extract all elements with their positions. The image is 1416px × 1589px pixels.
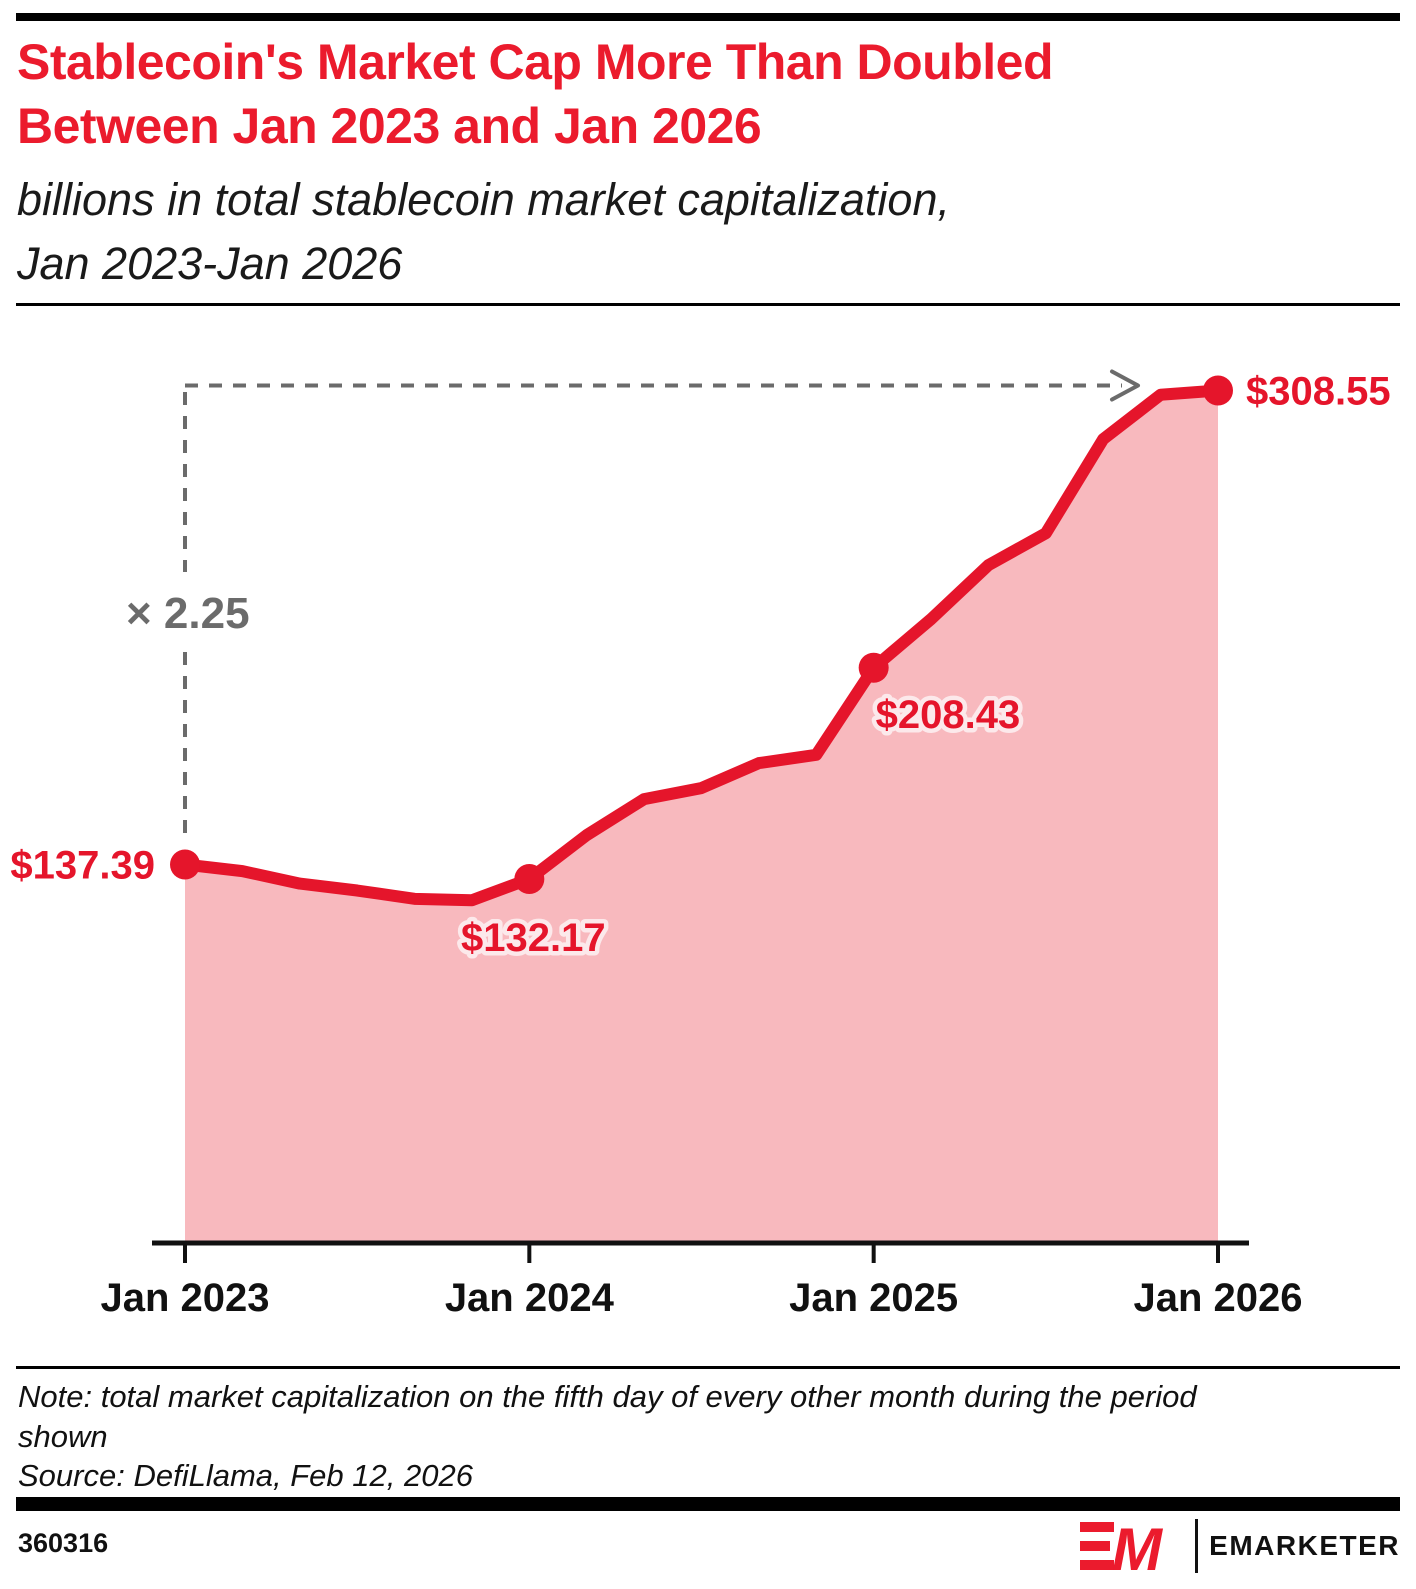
note-block: Note: total market capitalization on the… — [18, 1377, 1348, 1496]
data-point-value-label: $132.17 — [461, 916, 606, 960]
note-line-2: shown — [18, 1418, 108, 1454]
page-title: Stablecoin's Market Cap More Than Double… — [17, 30, 1337, 158]
data-point-marker — [858, 652, 889, 683]
chart-id-number: 360316 — [18, 1528, 109, 1558]
note-divider-line — [16, 1366, 1400, 1369]
x-tick-label: Jan 2024 — [445, 1276, 615, 1320]
subtitle-line-1: billions in total stablecoin market capi… — [17, 174, 950, 225]
data-point-marker — [170, 849, 200, 880]
logo-divider — [1195, 1519, 1199, 1573]
area-fill — [185, 390, 1218, 1245]
chart-subtitle: billions in total stablecoin market capi… — [17, 168, 1297, 296]
growth-multiplier-label: × 2.25 — [126, 589, 250, 638]
data-point-value-label: $208.43 — [876, 693, 1021, 737]
data-point-value-label: $308.55 — [1246, 370, 1391, 414]
footer-divider-bar — [16, 1497, 1400, 1511]
top-divider-bar — [16, 13, 1400, 21]
title-line-1: Stablecoin's Market Cap More Than Double… — [17, 34, 1054, 90]
brand-wordmark: EMARKETER — [1209, 1530, 1400, 1561]
x-tick-label: Jan 2023 — [100, 1276, 269, 1320]
svg-text:M: M — [1112, 1516, 1164, 1576]
emarketer-logo: M EMARKETER — [1080, 1516, 1400, 1576]
subtitle-line-2: Jan 2023-Jan 2026 — [17, 237, 403, 289]
source-text: Source: DefiLlama, Feb 12, 2026 — [18, 1458, 473, 1494]
emarketer-monogram-icon: M — [1080, 1516, 1164, 1576]
data-point-marker — [514, 863, 545, 894]
x-tick-label: Jan 2026 — [1133, 1276, 1302, 1320]
trend-line — [179, 384, 1224, 907]
data-point-marker — [1203, 375, 1233, 406]
title-line-2: Between Jan 2023 and Jan 2026 — [17, 98, 762, 154]
x-tick-label: Jan 2025 — [789, 1276, 958, 1320]
header-divider-line — [16, 303, 1400, 306]
growth-arrow-head — [1110, 369, 1140, 402]
note-line-1: Note: total market capitalization on the… — [18, 1379, 1197, 1414]
data-point-value-label: $137.39 — [10, 844, 155, 888]
